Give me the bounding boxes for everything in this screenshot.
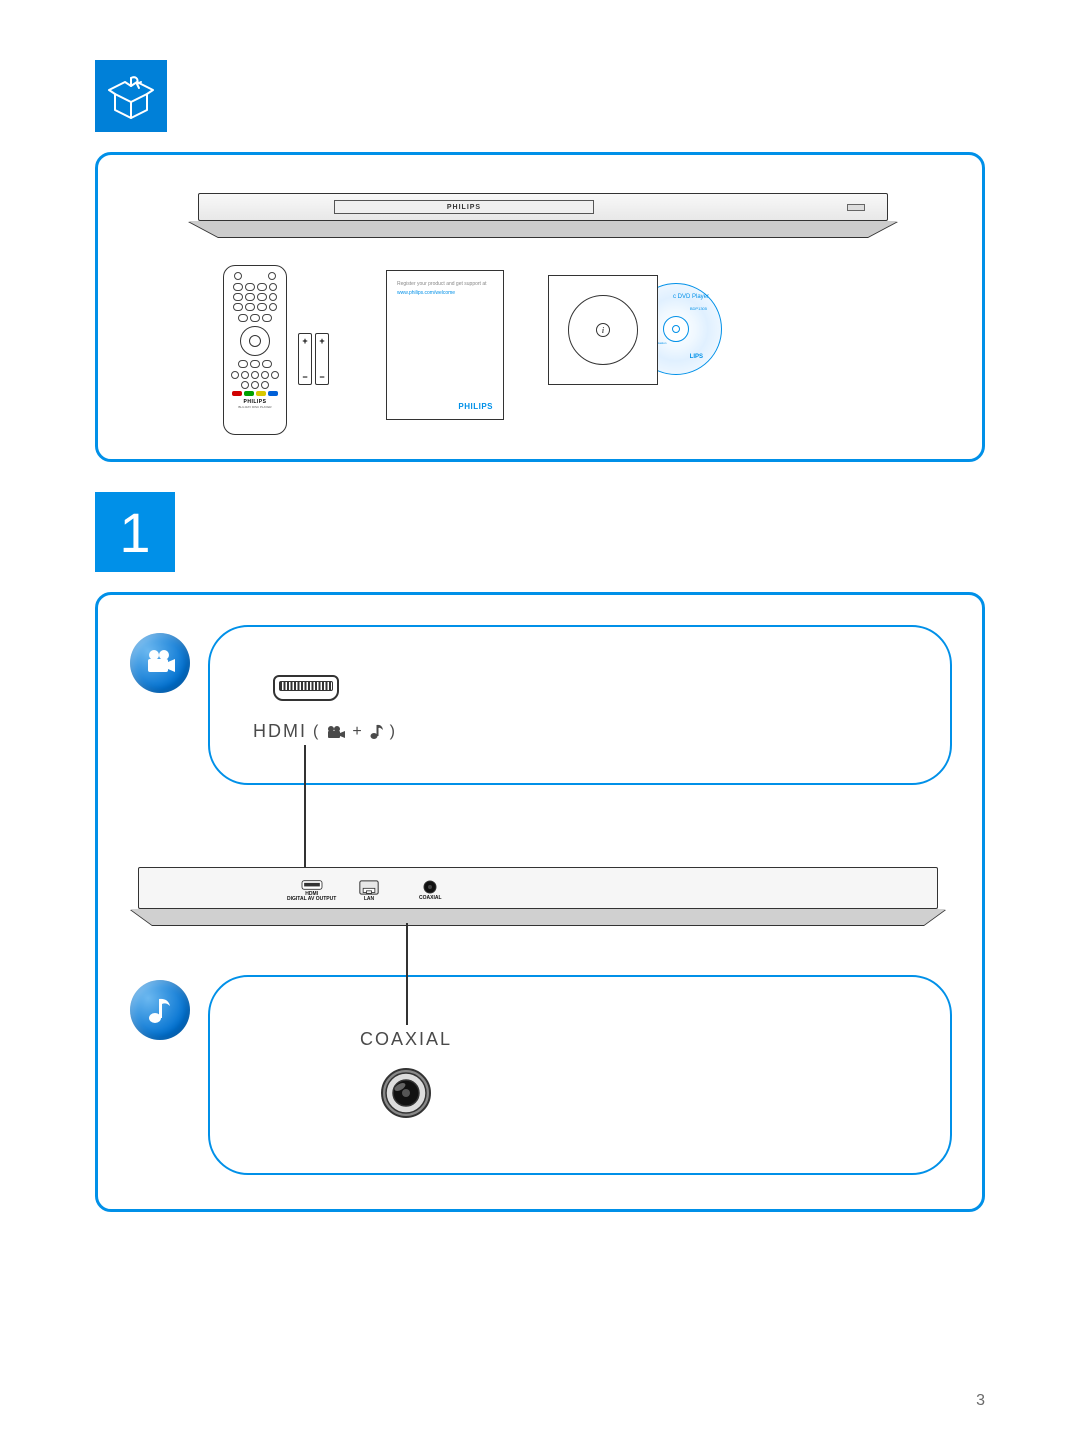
connections-panel: HDMI ( + ) HDMI DIGITAL AV OUTPUT LAN xyxy=(95,592,985,1212)
hdmi-pointer-line xyxy=(304,745,306,873)
battery-icon xyxy=(298,333,312,385)
manual-page: PHILIPS xyxy=(0,0,1080,1440)
player-rear-illustration: HDMI DIGITAL AV OUTPUT LAN COAXIAL xyxy=(138,867,938,929)
paren-open: ( xyxy=(313,723,320,741)
video-camera-small-icon xyxy=(326,725,346,739)
coaxial-label-text: COAXIAL xyxy=(360,1029,452,1050)
music-note-icon xyxy=(144,994,176,1026)
box-contents-panel: PHILIPS xyxy=(95,152,985,462)
rear-coaxial-port: COAXIAL xyxy=(419,880,442,902)
coaxial-section-box xyxy=(208,975,952,1175)
audio-badge xyxy=(130,980,190,1040)
hdmi-label-text: HDMI xyxy=(253,721,307,742)
hdmi-label-row: HDMI ( + ) xyxy=(253,721,397,742)
player-display xyxy=(847,204,865,211)
rear-hdmi-label: HDMI DIGITAL AV OUTPUT xyxy=(287,892,336,902)
software-disc-illustration: c DVD Player BDP1305 User manual Manuel … xyxy=(548,275,728,415)
rear-hdmi-port: HDMI DIGITAL AV OUTPUT xyxy=(287,880,336,902)
player-front-illustration: PHILIPS xyxy=(198,193,888,237)
manual-small-text: Register your product and get support at xyxy=(397,281,493,288)
paren-close: ) xyxy=(390,723,397,741)
battery-icon xyxy=(315,333,329,385)
disc-model-text: BDP1305 xyxy=(690,306,707,311)
manual-brand-label: PHILIPS xyxy=(458,402,493,411)
video-camera-icon xyxy=(143,646,177,680)
hdmi-section-box xyxy=(208,625,952,785)
remote-sub-label: BLU-RAY DISC PLAYER xyxy=(229,405,281,409)
music-note-small-icon xyxy=(370,724,384,740)
batteries-illustration xyxy=(298,333,329,385)
coaxial-pointer-line xyxy=(406,923,408,1025)
step-number-text: 1 xyxy=(119,500,150,565)
disc-title-text: c DVD Player xyxy=(673,294,709,300)
manual-url-text: www.philips.com/welcome xyxy=(397,290,493,296)
unboxing-badge xyxy=(95,60,167,132)
disc-tray: PHILIPS xyxy=(334,200,594,214)
coaxial-jack-illustration xyxy=(380,1067,432,1119)
rear-lan-label: LAN xyxy=(364,897,374,902)
hdmi-connector-illustration xyxy=(273,675,339,705)
video-badge xyxy=(130,633,190,693)
rear-lan-port: LAN xyxy=(357,880,381,902)
open-box-icon xyxy=(105,70,157,122)
rear-coaxial-label: COAXIAL xyxy=(419,896,442,901)
disc-brand-text: LIPS xyxy=(690,354,703,360)
remote-control-illustration: PHILIPS BLU-RAY DISC PLAYER xyxy=(223,265,287,435)
player-brand-label: PHILIPS xyxy=(447,204,481,211)
manual-booklet-illustration: Register your product and get support at… xyxy=(386,270,504,420)
disc-sleeve-icon: i xyxy=(548,275,658,385)
page-number: 3 xyxy=(976,1392,985,1410)
plus-symbol: + xyxy=(352,723,363,741)
step-1-badge: 1 xyxy=(95,492,175,572)
